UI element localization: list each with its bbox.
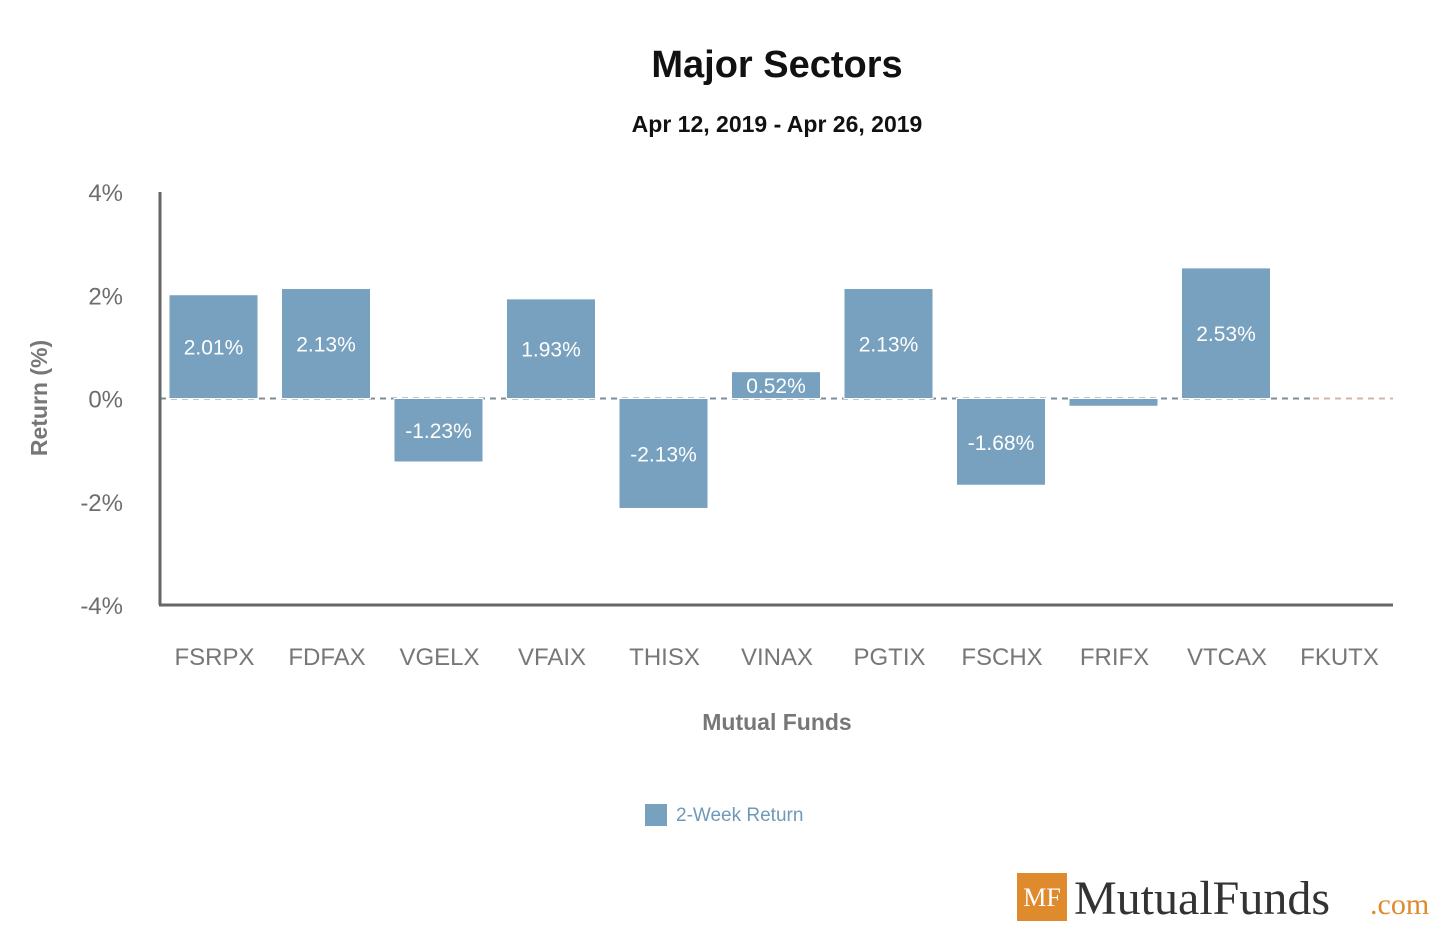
mutualfunds-logo: MF MutualFunds .com	[1017, 872, 1429, 925]
legend: 2-Week Return	[645, 804, 803, 826]
x-tick-label: VGELX	[399, 644, 479, 671]
bar-value-label: -2.13%	[630, 443, 697, 466]
bar-pgtix[interactable]	[843, 288, 934, 400]
y-tick-label: -2%	[80, 490, 123, 517]
bar-fdfax[interactable]	[281, 288, 371, 400]
chart-subtitle: Apr 12, 2019 - Apr 26, 2019	[632, 111, 923, 137]
bar-vgelx[interactable]	[393, 398, 484, 463]
x-tick-label: FRIFX	[1080, 644, 1149, 671]
bar-thisx[interactable]	[618, 398, 709, 509]
logo-suffix: .com	[1370, 888, 1429, 921]
bar-vinax[interactable]	[731, 371, 821, 399]
bar-labels: 2.01% 2.13% -1.23% 1.93% -2.13% 0.52% 2.13% -1.…	[184, 323, 1256, 466]
x-tick-label: FDFAX	[288, 644, 365, 671]
logo-mark: MF	[1023, 883, 1061, 912]
x-axis-ticks: FSRPX FDFAX VGELX VFAIX THISX VINAX PGTIX FSCHX…	[174, 644, 1378, 671]
bar-vfaix[interactable]	[506, 298, 596, 399]
bar-value-label: 2.13%	[859, 334, 919, 357]
bar-value-label: 2.01%	[184, 337, 244, 360]
x-tick-label: PGTIX	[853, 644, 925, 671]
bar-value-label: -1.68%	[968, 432, 1035, 455]
x-tick-label: FKUTX	[1300, 644, 1379, 671]
y-axis-title: Return (%)	[26, 340, 52, 456]
bar-value-label: 2.13%	[296, 334, 356, 357]
y-tick-label: -4%	[80, 593, 123, 620]
bar-value-label: 1.93%	[521, 339, 581, 362]
x-tick-label: THISX	[629, 644, 700, 671]
x-axis-title: Mutual Funds	[702, 709, 851, 735]
legend-label: 2-Week Return	[676, 805, 803, 826]
bar-value-label: 0.52%	[746, 375, 806, 398]
x-tick-label: VTCAX	[1187, 644, 1267, 671]
chart-title: Major Sectors	[651, 44, 902, 86]
legend-swatch	[645, 804, 667, 826]
bars	[168, 267, 1271, 509]
y-tick-label: 4%	[88, 180, 123, 207]
axes	[158, 192, 1393, 607]
logo-name: MutualFunds	[1074, 872, 1330, 925]
bar-value-label: 2.53%	[1196, 323, 1256, 346]
x-tick-label: VINAX	[741, 644, 813, 671]
x-tick-label: FSCHX	[961, 644, 1042, 671]
bar-frifx[interactable]	[1068, 398, 1159, 407]
bar-value-label: -1.23%	[405, 420, 472, 443]
bar-vtcax[interactable]	[1181, 267, 1271, 400]
logo-mark-box	[1017, 873, 1067, 921]
bar-fschx[interactable]	[956, 398, 1046, 486]
x-tick-label: FSRPX	[174, 644, 254, 671]
y-tick-label: 2%	[88, 283, 123, 310]
bar-fsrpx[interactable]	[168, 294, 259, 400]
y-axis-ticks: 4% 2% 0% -2% -4%	[80, 180, 123, 620]
x-tick-label: VFAIX	[518, 644, 586, 671]
y-tick-label: 0%	[88, 387, 123, 414]
